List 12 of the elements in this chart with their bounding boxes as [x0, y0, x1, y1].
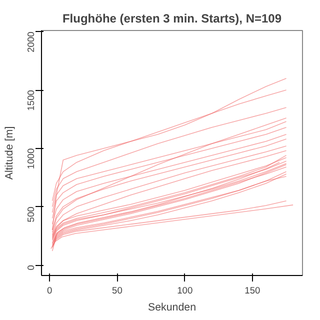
- x-tick-label: 150: [244, 286, 260, 296]
- y-tick-label: 1000: [26, 148, 36, 170]
- x-axis-title: Sekunden: [148, 302, 196, 314]
- chart-title: Flughöhe (ersten 3 min. Starts), N=109: [62, 12, 282, 26]
- y-tick-label: 2000: [26, 32, 36, 52]
- x-tick-label: 0: [47, 286, 52, 296]
- x-tick-label: 50: [112, 286, 122, 296]
- y-tick-label: 0: [26, 264, 36, 270]
- y-tick-label: 1500: [26, 90, 36, 111]
- x-tick-label: 100: [177, 286, 193, 296]
- y-axis-title: Altitude [m]: [4, 126, 16, 180]
- y-tick-label: 500: [26, 206, 36, 222]
